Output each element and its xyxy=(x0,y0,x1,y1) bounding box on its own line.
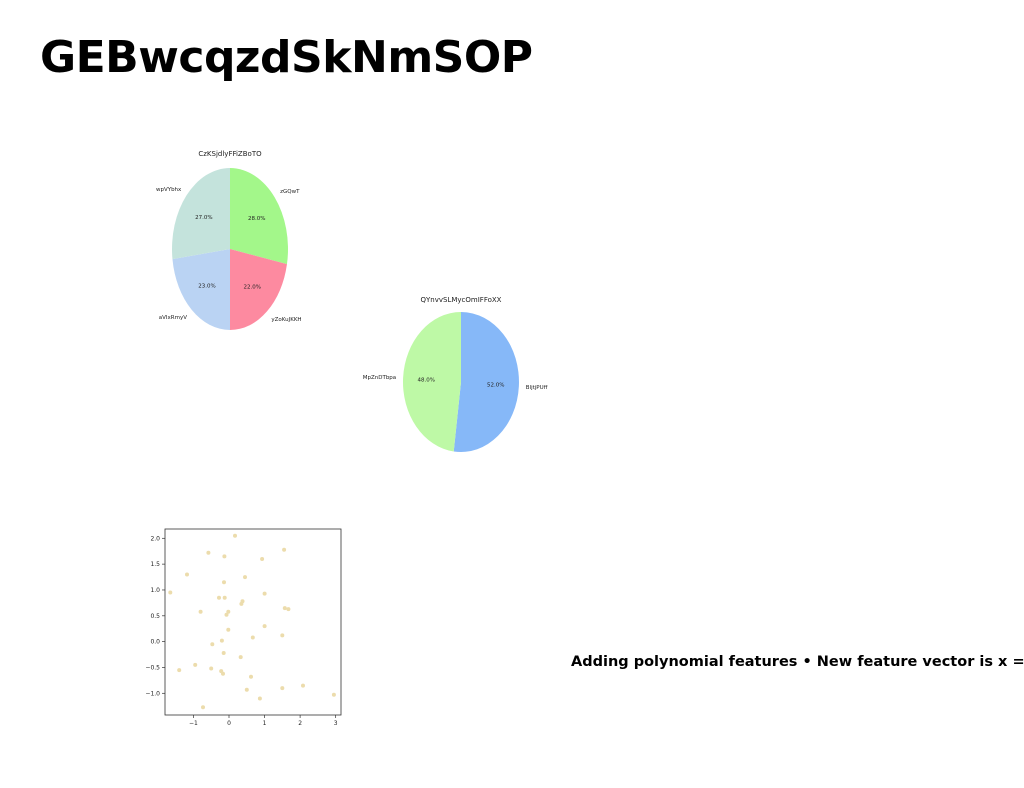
scatter-point xyxy=(282,606,287,611)
y-tick-label: 0.5 xyxy=(150,613,160,620)
pie1-slice-1 xyxy=(230,249,287,330)
scatter-point xyxy=(226,627,231,632)
scatter-point xyxy=(280,686,285,691)
scatter-point xyxy=(239,601,244,606)
pie1-slice-0 xyxy=(230,168,288,265)
scatter-point xyxy=(257,696,262,701)
pie2-pct-label: 52.0% xyxy=(487,383,504,389)
scatter-point xyxy=(244,687,249,692)
scatter-point xyxy=(224,612,229,617)
pie1-slice-label: yZoKuJKKH xyxy=(271,317,301,323)
scatter-point xyxy=(250,635,255,640)
pie1-slice-3 xyxy=(172,168,230,260)
pie-chart-2: QYnvvSLMycOmIFFoXX 52.0% BljtjPUff 48.0% MpZ… xyxy=(363,296,548,452)
x-tick-label: 3 xyxy=(334,720,338,727)
y-tick-label: −1.0 xyxy=(145,690,160,697)
scatter-point xyxy=(226,609,231,614)
pie2-slice-label: MpZnDTbpa xyxy=(363,375,396,381)
scatter-frame xyxy=(164,528,342,716)
y-tick-label: 2.0 xyxy=(150,535,160,542)
scatter-point xyxy=(201,705,205,710)
y-tick-label: 0.0 xyxy=(150,639,160,646)
scatter-point xyxy=(206,550,211,555)
pie1-slice-label: aVIxRmyV xyxy=(159,315,187,321)
scatter-point xyxy=(301,683,305,688)
pie2-title: QYnvvSLMycOmIFFoXX xyxy=(421,296,502,304)
scatter-chart: −1 0 1 2 3 −1.0 −0.5 0.0 0.5 1.0 1.5 2.0 xyxy=(145,528,342,727)
scatter-point xyxy=(249,674,253,679)
scatter-point xyxy=(210,642,215,647)
scatter-point xyxy=(221,671,225,676)
pie1-pct-label: 27.0% xyxy=(195,215,212,221)
pie1-pct-label: 28.0% xyxy=(248,216,265,222)
pie1-slice-label: wpVYbhx xyxy=(156,187,182,193)
pie2-slice-0 xyxy=(453,312,519,452)
scatter-point xyxy=(209,666,214,671)
scatter-point xyxy=(262,591,267,596)
pie1-slice-2 xyxy=(172,249,230,330)
scatter-point xyxy=(260,557,265,561)
scatter-point xyxy=(222,554,227,559)
scatter-point xyxy=(243,575,247,580)
scatter-point xyxy=(198,609,203,614)
scatter-point xyxy=(217,595,221,600)
scatter-point xyxy=(168,590,173,595)
pie1-pct-label: 22.0% xyxy=(243,284,260,290)
scatter-point xyxy=(280,633,285,638)
scatter-point xyxy=(331,692,336,697)
scatter-point xyxy=(177,668,182,673)
x-tick-label: 1 xyxy=(263,720,267,727)
scatter-point xyxy=(185,572,189,577)
y-tick-label: 1.5 xyxy=(150,561,160,568)
x-tick-label: 2 xyxy=(298,720,302,727)
scatter-point xyxy=(221,651,226,655)
scatter-point xyxy=(286,607,291,612)
scatter-point xyxy=(222,595,227,600)
scatter-point xyxy=(193,662,198,667)
y-tick-label: −0.5 xyxy=(145,664,160,671)
x-tick-label: 0 xyxy=(227,720,231,727)
pie2-slice-label: BljtjPUff xyxy=(526,385,548,391)
feature-caption: Adding polynomial features • New feature… xyxy=(571,654,1024,670)
scatter-point xyxy=(222,580,226,585)
scatter-point xyxy=(238,655,243,660)
pie2-slice-1 xyxy=(402,312,461,452)
page-title: GEBwcqzdSkNmSOP xyxy=(40,32,533,83)
pie1-title: CzKSjdlyFFiZBoTO xyxy=(198,150,262,158)
pie1-pct-label: 23.0% xyxy=(198,284,215,290)
scatter-point xyxy=(282,547,287,552)
pie-chart-1: CzKSjdlyFFiZBoTO 28.0% zGQwT 22.0% yZoKuJKKH… xyxy=(156,150,302,330)
y-tick-label: 1.0 xyxy=(150,587,160,594)
scatter-point xyxy=(262,624,267,629)
pie1-slice-label: zGQwT xyxy=(280,189,300,195)
scatter-point xyxy=(233,533,237,538)
scatter-point xyxy=(219,638,224,643)
pie2-pct-label: 48.0% xyxy=(418,377,435,383)
x-tick-label: −1 xyxy=(189,720,198,727)
